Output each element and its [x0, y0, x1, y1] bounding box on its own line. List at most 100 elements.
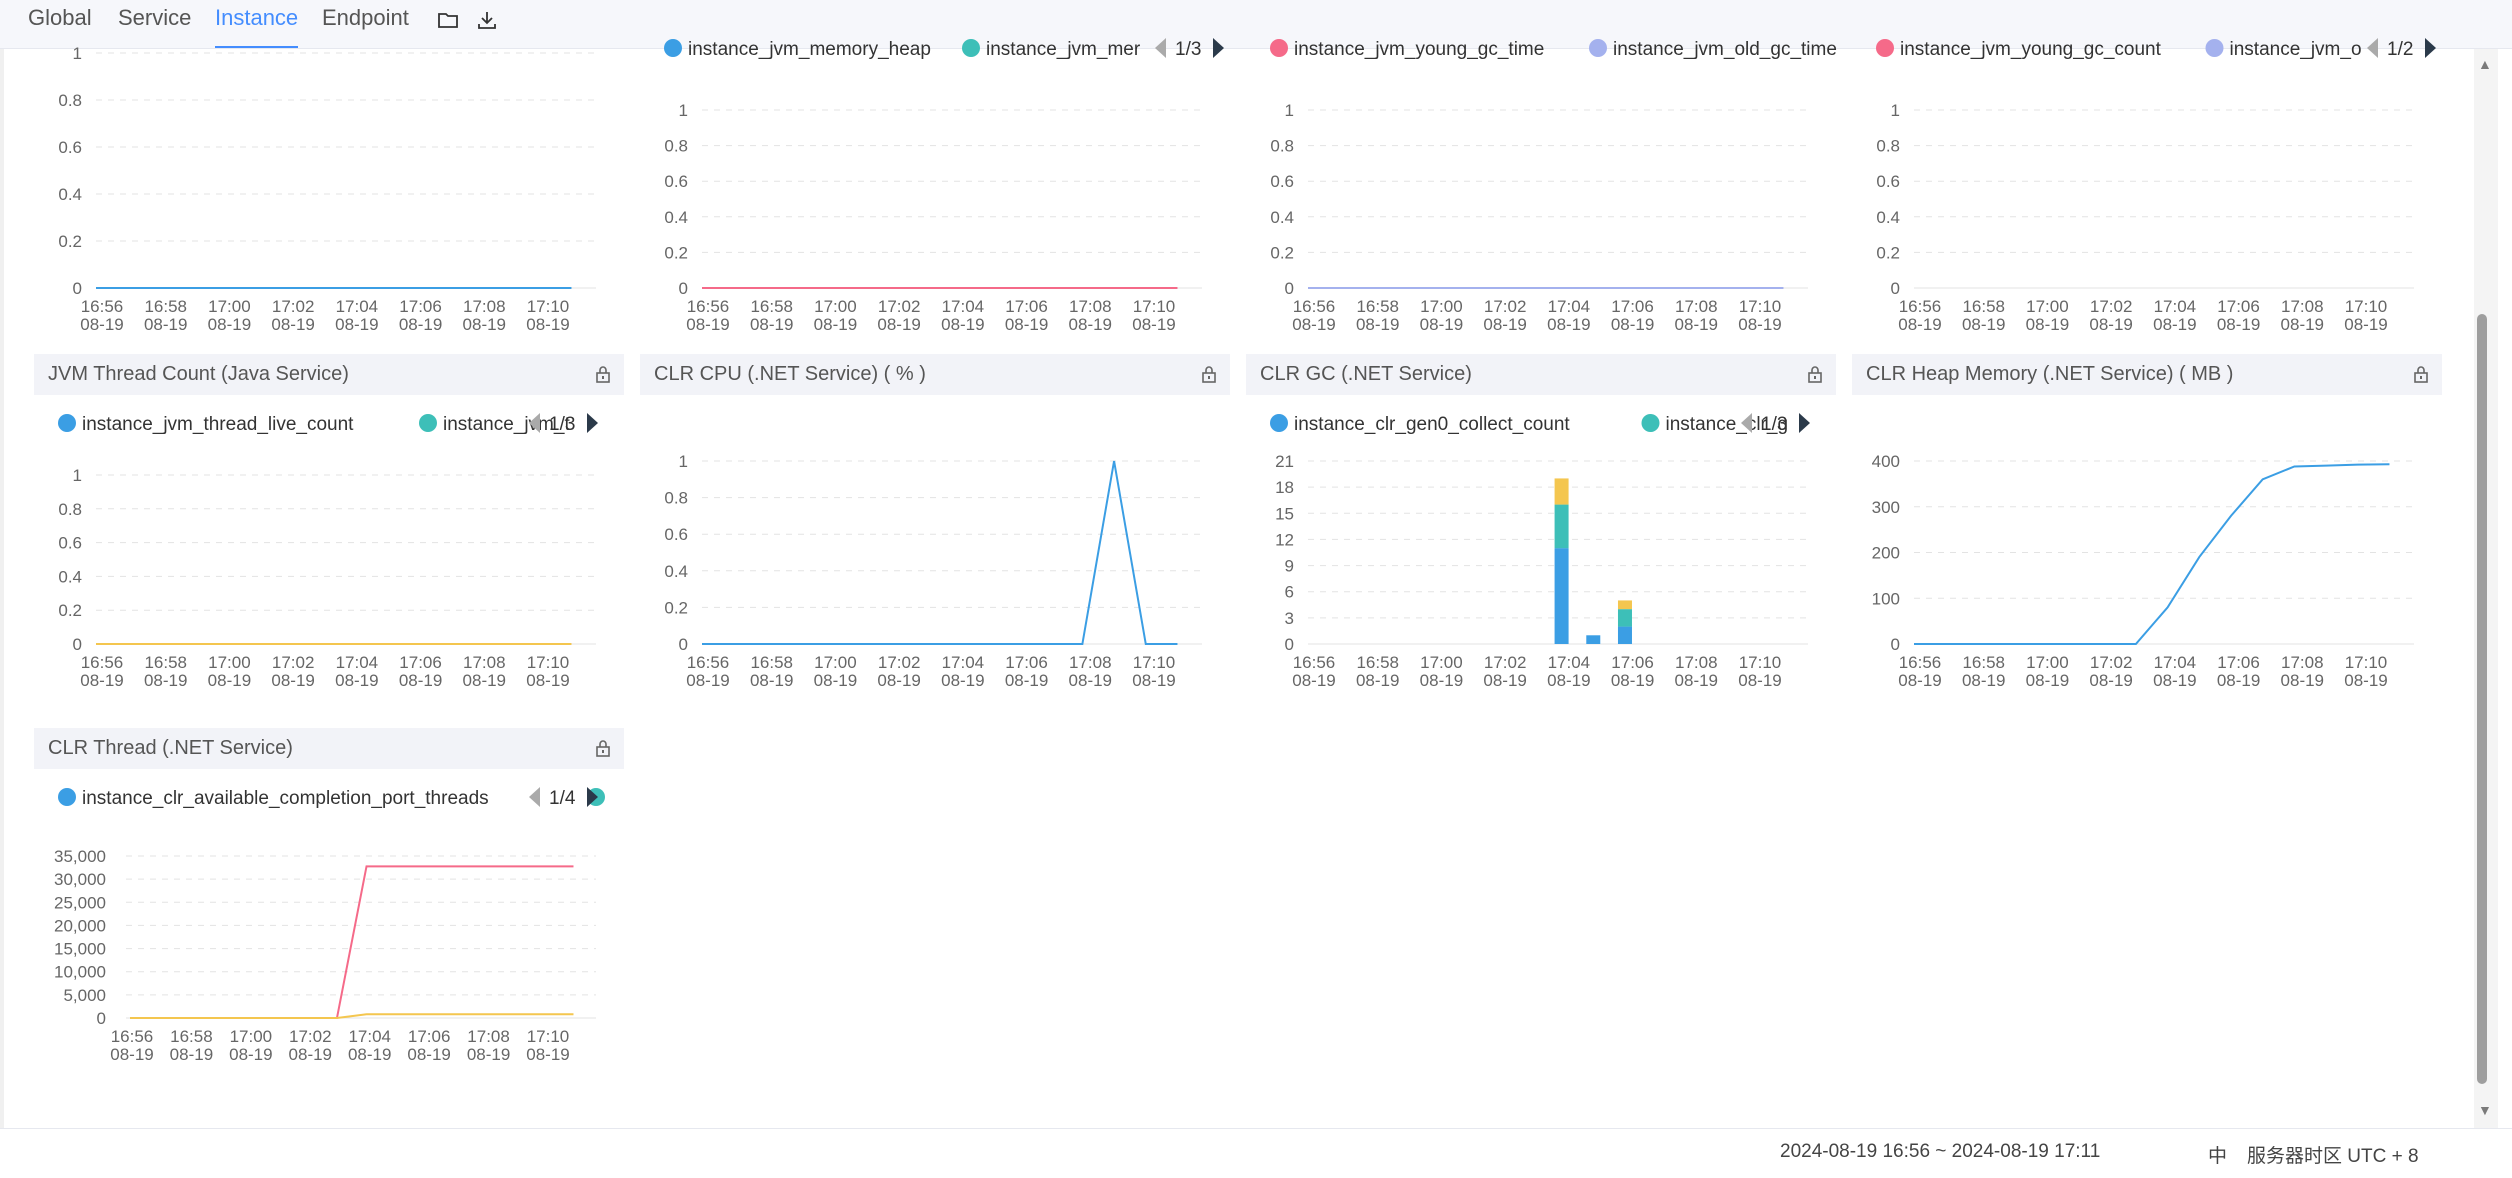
legend-item[interactable]: instance_clr_available_completion_port_t…	[58, 788, 489, 809]
vertical-scrollbar[interactable]: ▲ ▼	[2474, 49, 2498, 1129]
y-tick-label: 0.4	[1270, 208, 1294, 227]
x-tick-time: 17:04	[1548, 653, 1591, 672]
y-tick-label: 0.6	[1270, 172, 1294, 191]
y-tick-label: 5,000	[63, 986, 106, 1005]
y-tick-label: 0	[1891, 635, 1900, 654]
x-tick-date: 08-19	[1738, 671, 1781, 690]
x-tick-time: 17:06	[2217, 653, 2260, 672]
legend-item[interactable]: instance_jvm_thread_live_count	[58, 414, 354, 435]
pager-prev-icon[interactable]	[2367, 38, 2378, 58]
legend-label: instance_jvm_memory_heap	[688, 39, 931, 60]
x-tick-time: 17:04	[348, 1027, 391, 1046]
bar-segment	[1617, 609, 1632, 627]
chart-svg: instance_jvm_young_gc_time instance_jvm_o…	[1270, 39, 1837, 334]
x-tick-date: 08-19	[686, 671, 729, 690]
time-range[interactable]: 2024-08-19 16:56 ~ 2024-08-19 17:11	[1780, 1141, 2101, 1162]
lock-icon[interactable]	[594, 364, 612, 384]
tab-service[interactable]: Service	[118, 5, 192, 30]
y-tick-label: 1	[73, 466, 82, 485]
panel-r1c2: instance_jvm_memory_heap instance_jvm_mer…	[640, 38, 1230, 340]
pager-next-icon[interactable]	[587, 787, 598, 807]
x-tick-time: 17:00	[2026, 297, 2069, 316]
x-tick-time: 17:10	[2345, 297, 2388, 316]
legend-item[interactable]: instance_clr_gen0_collect_count	[1270, 414, 1570, 435]
chart-svg: instance_jvm_young_gc_count instance_jvm_…	[1876, 38, 2436, 334]
tab-endpoint[interactable]: Endpoint	[322, 5, 409, 30]
pager-text: 1/2	[2387, 39, 2413, 60]
x-tick-date: 08-19	[526, 671, 569, 690]
lock-icon[interactable]	[1200, 364, 1218, 384]
y-tick-label: 0.2	[1876, 243, 1900, 262]
panel-clr-cpu: CLR CPU (.NET Service) ( % ) 0 0.2 0.4 0.6 0.…	[640, 354, 1230, 714]
tab-instance[interactable]: Instance	[215, 0, 299, 48]
x-tick-date: 08-19	[80, 671, 123, 690]
pager-prev-icon[interactable]	[1155, 38, 1166, 58]
y-tick-label: 0	[1285, 279, 1294, 298]
x-tick-time: 17:00	[814, 297, 857, 316]
legend-item[interactable]: instance_clr_g	[1641, 414, 1789, 435]
legend-item[interactable]: instance_jvm_memory_heap	[664, 39, 931, 60]
legend-swatch	[1641, 414, 1660, 432]
series-line	[130, 1013, 574, 1019]
bar-segment	[1554, 548, 1569, 644]
chart-svg: instance_jvm_memory_heap instance_jvm_mer…	[664, 38, 1224, 334]
pager-next-icon[interactable]	[1799, 413, 1810, 433]
scroll-down-icon[interactable]: ▼	[2478, 1102, 2492, 1118]
x-tick-time: 17:08	[467, 1027, 510, 1046]
x-tick-date: 08-19	[80, 315, 123, 334]
x-tick-date: 08-19	[526, 315, 569, 334]
x-tick-time: 17:02	[2090, 297, 2133, 316]
legend-item[interactable]: instance_jvm_t	[419, 414, 570, 435]
legend-item[interactable]: instance_jvm_old_gc_time	[1589, 39, 1837, 60]
scroll-up-icon[interactable]: ▲	[2478, 56, 2492, 72]
x-tick-date: 08-19	[1420, 315, 1463, 334]
x-tick-time: 17:00	[230, 1027, 273, 1046]
x-tick-date: 08-19	[750, 315, 793, 334]
lock-icon[interactable]	[594, 738, 612, 758]
x-tick-date: 08-19	[1962, 315, 2005, 334]
legend-pager: 1/3	[1741, 413, 1810, 435]
panel-header: CLR GC (.NET Service)	[1246, 354, 1836, 395]
legend-item[interactable]: instance_jvm_o	[2205, 39, 2362, 60]
x-tick-time: 17:10	[1133, 653, 1176, 672]
y-tick-label: 0.2	[664, 598, 688, 617]
pager-prev-icon[interactable]	[529, 413, 540, 433]
x-tick-time: 17:06	[1611, 297, 1654, 316]
x-tick-time: 17:00	[814, 653, 857, 672]
y-tick-label: 200	[1872, 544, 1900, 563]
lock-icon[interactable]	[1806, 364, 1824, 384]
folder-icon[interactable]	[436, 8, 460, 32]
y-tick-label: 0.8	[664, 489, 688, 508]
legend-item[interactable]: instance_jvm_young_gc_count	[1876, 39, 2162, 60]
x-tick-time: 17:08	[1675, 297, 1718, 316]
x-tick-date: 08-19	[1069, 315, 1112, 334]
pager-next-icon[interactable]	[587, 413, 598, 433]
pager-prev-icon[interactable]	[529, 787, 540, 807]
download-icon[interactable]	[475, 8, 499, 32]
y-tick-label: 0.6	[664, 525, 688, 544]
x-tick-date: 08-19	[407, 1045, 450, 1064]
x-tick-date: 08-19	[2281, 671, 2324, 690]
x-tick-time: 17:06	[1611, 653, 1654, 672]
x-tick-time: 17:08	[463, 653, 506, 672]
legend-item[interactable]: instance_jvm_mer	[962, 39, 1141, 60]
y-tick-label: 0	[679, 635, 688, 654]
x-tick-date: 08-19	[2089, 671, 2132, 690]
tab-global[interactable]: Global	[28, 5, 92, 30]
y-tick-label: 15,000	[54, 940, 106, 959]
y-tick-label: 0.6	[664, 172, 688, 191]
pager-prev-icon[interactable]	[1741, 413, 1752, 433]
pager-next-icon[interactable]	[1213, 38, 1224, 58]
scrollbar-thumb[interactable]	[2477, 314, 2487, 1084]
x-tick-date: 08-19	[463, 315, 506, 334]
pager-next-icon[interactable]	[2425, 38, 2436, 58]
x-tick-time: 17:04	[942, 297, 985, 316]
lock-icon[interactable]	[2412, 364, 2430, 384]
x-tick-date: 08-19	[170, 1045, 213, 1064]
x-tick-time: 17:02	[289, 1027, 332, 1046]
language-toggle[interactable]: 中	[2208, 1146, 2228, 1167]
legend-item[interactable]: instance_jvm_young_gc_time	[1270, 39, 1544, 60]
legend-pager: 1/3	[529, 413, 598, 435]
panel-clr-heap-memory: CLR Heap Memory (.NET Service) ( MB ) 0 10…	[1852, 354, 2442, 714]
chart-svg: 00.20.40.60.8116:5608-1916:5808-1917:000…	[664, 452, 1202, 690]
